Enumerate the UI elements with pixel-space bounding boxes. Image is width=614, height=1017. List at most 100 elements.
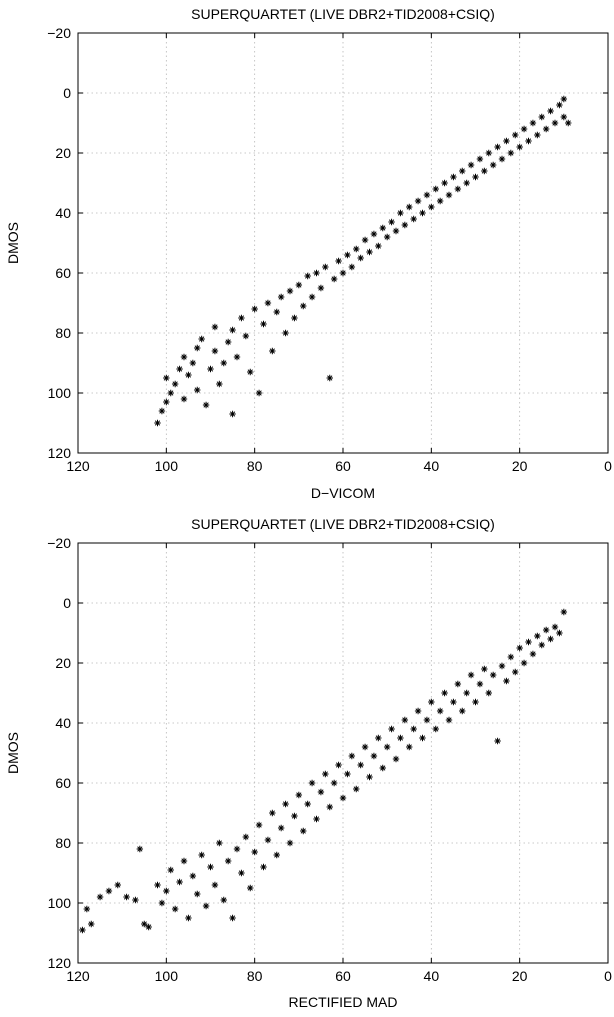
data-point: [410, 215, 417, 223]
data-point: [322, 263, 329, 271]
data-point: [202, 902, 210, 910]
data-point: [114, 881, 121, 889]
data-point: [538, 641, 545, 649]
data-point: [317, 788, 325, 796]
x-tick-label: 80: [247, 968, 263, 984]
data-point: [326, 803, 333, 811]
data-point: [198, 851, 205, 859]
data-point: [158, 899, 166, 907]
data-point: [282, 800, 289, 808]
data-point: [423, 191, 431, 199]
x-tick-label: 120: [66, 968, 90, 984]
data-point: [388, 725, 395, 733]
x-tick-label: 100: [155, 458, 179, 474]
data-point: [520, 659, 528, 667]
data-point: [520, 125, 528, 133]
data-point: [428, 203, 435, 211]
data-point: [454, 185, 462, 193]
data-point: [291, 812, 298, 820]
data-point: [547, 107, 554, 115]
data-point: [291, 314, 298, 322]
data-point: [194, 386, 201, 394]
data-point: [154, 881, 161, 889]
data-point: [414, 707, 422, 715]
data-point: [366, 248, 373, 256]
data-point: [238, 869, 245, 877]
data-point: [432, 185, 439, 193]
data-point: [503, 137, 510, 145]
x-tick-label: 100: [155, 968, 179, 984]
data-point: [361, 236, 369, 244]
data-point: [207, 365, 214, 373]
data-point: [459, 707, 466, 715]
data-point: [542, 626, 550, 634]
data-point: [406, 743, 413, 751]
data-point: [88, 920, 95, 928]
data-point: [224, 857, 232, 865]
data-point: [171, 380, 179, 388]
data-point: [96, 893, 104, 901]
data-point: [335, 761, 342, 769]
data-point: [401, 716, 409, 724]
y-tick-label: 60: [55, 265, 71, 281]
data-point: [348, 752, 356, 760]
data-point: [388, 218, 395, 226]
data-point: [401, 221, 409, 229]
y-tick-label: 0: [63, 595, 71, 611]
data-point: [432, 725, 439, 733]
data-point: [494, 143, 501, 151]
data-point: [366, 773, 373, 781]
data-point: [503, 677, 510, 685]
data-point: [344, 770, 351, 778]
data-point: [202, 401, 210, 409]
data-point: [450, 698, 457, 706]
data-point: [335, 257, 342, 265]
data-point: [379, 224, 386, 232]
data-point: [180, 395, 188, 403]
y-tick-label: 40: [55, 715, 71, 731]
data-point: [132, 896, 139, 904]
data-point: [286, 287, 294, 295]
data-point: [375, 734, 382, 742]
data-point: [211, 347, 219, 355]
y-axis-label: DMOS: [5, 732, 21, 774]
data-point: [216, 839, 223, 847]
data-point: [194, 344, 201, 352]
data-point: [224, 338, 232, 346]
y-axis-label: DMOS: [5, 222, 21, 264]
data-point: [322, 770, 329, 778]
data-point: [317, 284, 325, 292]
data-point: [277, 824, 285, 832]
data-point: [406, 203, 413, 211]
data-point: [229, 410, 236, 418]
data-point: [83, 905, 91, 913]
data-point: [481, 167, 488, 175]
y-tick-label: −20: [47, 535, 71, 551]
data-point: [198, 335, 205, 343]
data-point: [220, 896, 227, 904]
data-point: [436, 707, 444, 715]
data-point: [529, 119, 537, 127]
data-point: [428, 698, 435, 706]
data-point: [295, 791, 303, 799]
data-point: [361, 743, 369, 751]
y-tick-label: 80: [55, 835, 71, 851]
data-point: [282, 329, 289, 337]
data-point: [467, 671, 475, 679]
x-tick-label: 40: [424, 968, 440, 984]
data-point: [273, 851, 280, 859]
data-point: [419, 734, 426, 742]
y-tick-label: 80: [55, 325, 71, 341]
data-point: [485, 149, 492, 157]
data-point: [255, 821, 263, 829]
data-point: [556, 101, 563, 109]
data-point: [247, 884, 254, 892]
data-point: [529, 650, 537, 658]
data-point: [383, 233, 391, 241]
data-point: [304, 800, 311, 808]
data-point: [414, 197, 422, 205]
x-tick-label: 80: [247, 458, 263, 474]
data-point: [189, 359, 197, 367]
data-point: [255, 389, 263, 397]
data-point: [339, 269, 347, 277]
